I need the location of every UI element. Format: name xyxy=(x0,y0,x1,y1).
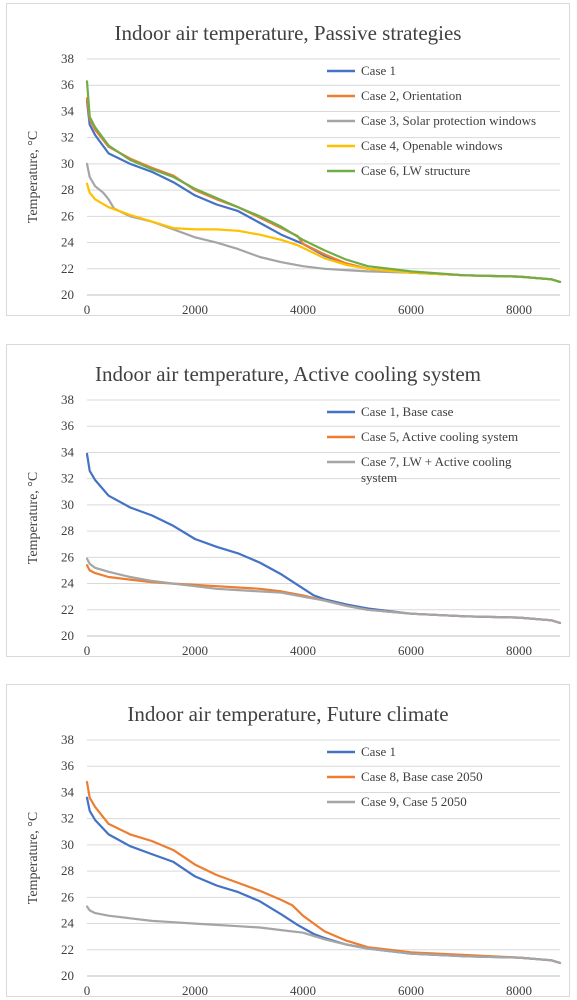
legend-entry-3: Case 9, Case 5 2050 xyxy=(361,794,467,809)
y-tick-label: 24 xyxy=(61,576,75,591)
chart-title: Indoor air temperature, Active cooling s… xyxy=(95,362,481,386)
y-axis-label: Temperature, °C xyxy=(26,472,41,564)
y-tick-label: 28 xyxy=(61,182,74,197)
y-tick-label: 34 xyxy=(61,103,75,118)
series-line-3 xyxy=(85,905,562,964)
legend-entry-5: Case 6, LW structure xyxy=(361,163,470,178)
chart-active-cooling: Indoor air temperature, Active cooling s… xyxy=(26,362,562,656)
x-tick-label: 0 xyxy=(84,643,91,656)
x-tick-label: 2000 xyxy=(182,643,208,656)
series-line-2 xyxy=(85,780,562,964)
legend-entry-1: Case 1 xyxy=(361,63,396,78)
x-tick-label: 2000 xyxy=(182,983,208,996)
chart-future-climate: Indoor air temperature, Future climate 20… xyxy=(26,702,562,996)
y-tick-label: 38 xyxy=(61,392,74,407)
series-line-3 xyxy=(85,557,562,624)
x-tick-label: 6000 xyxy=(398,983,424,996)
chart-panel-active-cooling: Indoor air temperature, Active cooling s… xyxy=(6,344,570,657)
y-tick-label: 26 xyxy=(61,889,75,904)
legend-entry-2: Case 8, Base case 2050 xyxy=(361,769,483,784)
legend-entry-1: Case 1, Base case xyxy=(361,404,454,419)
y-axis-label: Temperature, °C xyxy=(26,812,41,904)
chart-title: Indoor air temperature, Passive strategi… xyxy=(115,21,462,45)
chart-title: Indoor air temperature, Future climate xyxy=(127,702,448,726)
y-tick-label: 28 xyxy=(61,523,74,538)
legend-entry-4: Case 4, Openable windows xyxy=(361,138,503,153)
y-tick-label: 34 xyxy=(61,784,75,799)
x-tick-label: 4000 xyxy=(290,302,316,315)
x-tick-label: 0 xyxy=(84,983,91,996)
y-tick-label: 22 xyxy=(61,602,74,617)
y-tick-label: 24 xyxy=(61,916,75,931)
y-tick-label: 36 xyxy=(61,77,75,92)
y-tick-label: 28 xyxy=(61,863,74,878)
y-tick-label: 38 xyxy=(61,51,74,66)
series-line-5 xyxy=(85,80,562,283)
y-tick-label: 32 xyxy=(61,471,74,486)
chart-panel-passive-strategies: Indoor air temperature, Passive strategi… xyxy=(6,3,570,316)
y-tick-label: 32 xyxy=(61,130,74,145)
y-tick-label: 22 xyxy=(61,261,74,276)
y-tick-label: 24 xyxy=(61,235,75,250)
legend-entry-1: Case 1 xyxy=(361,744,396,759)
x-tick-label: 8000 xyxy=(506,983,532,996)
x-tick-label: 6000 xyxy=(398,643,424,656)
y-tick-label: 20 xyxy=(61,628,74,643)
x-tick-label: 2000 xyxy=(182,302,208,315)
legend-entry-2: Case 2, Orientation xyxy=(361,88,462,103)
series-line-4 xyxy=(85,182,562,283)
y-tick-label: 22 xyxy=(61,942,74,957)
y-tick-label: 38 xyxy=(61,732,74,747)
chart-passive-strategies: Indoor air temperature, Passive strategi… xyxy=(26,21,562,315)
x-tick-label: 0 xyxy=(84,302,91,315)
x-tick-label: 8000 xyxy=(506,302,532,315)
y-tick-label: 20 xyxy=(61,287,74,302)
y-tick-label: 30 xyxy=(61,156,74,171)
y-tick-label: 34 xyxy=(61,444,75,459)
legend-entry-2: Case 5, Active cooling system xyxy=(361,429,518,444)
y-tick-label: 30 xyxy=(61,497,74,512)
x-tick-label: 4000 xyxy=(290,643,316,656)
y-tick-label: 26 xyxy=(61,208,75,223)
y-tick-label: 36 xyxy=(61,418,75,433)
chart-panel-future-climate: Indoor air temperature, Future climate 20… xyxy=(6,684,570,997)
y-axis-label: Temperature, °C xyxy=(26,131,41,223)
x-tick-label: 4000 xyxy=(290,983,316,996)
y-tick-label: 32 xyxy=(61,811,74,826)
y-tick-label: 20 xyxy=(61,968,74,983)
y-tick-label: 26 xyxy=(61,549,75,564)
legend-entry-3: Case 7, LW + Active cooling system xyxy=(361,454,512,485)
x-tick-label: 8000 xyxy=(506,643,532,656)
y-tick-label: 30 xyxy=(61,837,74,852)
y-tick-label: 36 xyxy=(61,758,75,773)
series-line-2 xyxy=(85,564,562,624)
legend-entry-3: Case 3, Solar protection windows xyxy=(361,113,536,128)
x-tick-label: 6000 xyxy=(398,302,424,315)
